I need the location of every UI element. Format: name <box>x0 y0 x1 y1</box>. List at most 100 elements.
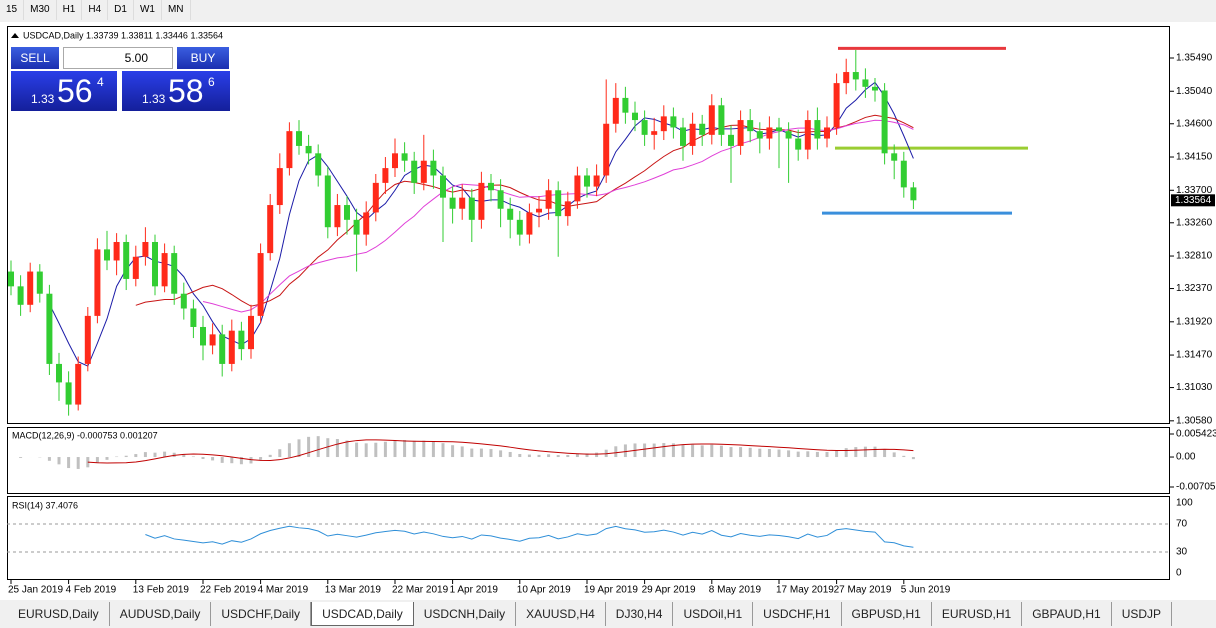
candle-body <box>747 120 754 132</box>
macd-bar <box>335 439 339 458</box>
bid-box[interactable]: 1.33 56 4 <box>11 71 117 111</box>
candle-body <box>862 79 869 87</box>
candle-body <box>257 253 264 316</box>
x-tick-label: 8 May 2019 <box>709 585 762 596</box>
macd-bar <box>691 444 695 458</box>
rsi-tick-label: 30 <box>1176 547 1188 558</box>
rsi-plot <box>7 523 1170 553</box>
candle-body <box>526 212 533 235</box>
collapse-icon[interactable] <box>11 33 19 38</box>
candle-body <box>651 131 658 135</box>
chart-tab[interactable]: USDJP <box>1112 602 1173 626</box>
x-tick-label: 22 Feb 2019 <box>200 585 257 596</box>
macd-bar <box>595 452 599 458</box>
macd-bar <box>259 457 263 460</box>
candle-body <box>689 123 696 146</box>
chart-tab[interactable]: USDCAD,Daily <box>311 602 414 626</box>
buy-button[interactable]: BUY <box>177 47 229 69</box>
candle-body <box>267 205 274 254</box>
candle-body <box>900 160 907 188</box>
candle-body <box>248 315 254 350</box>
chart-tab[interactable]: AUDUSD,Daily <box>110 602 212 626</box>
ask-point: 6 <box>208 75 215 89</box>
candle-body <box>440 175 446 198</box>
candle-body <box>612 97 619 124</box>
ask-box[interactable]: 1.33 58 6 <box>122 71 230 111</box>
macd-bar <box>652 443 656 458</box>
x-tick-label: 22 Mar 2019 <box>392 585 449 596</box>
candle-body <box>84 315 91 364</box>
candle-body <box>641 120 648 135</box>
macd-bar <box>518 453 522 458</box>
macd-bar <box>307 436 311 458</box>
chart-tabs: EURUSD,Daily AUDUSD,Daily USDCHF,Daily USDC… <box>8 602 1194 626</box>
macd-bar <box>364 443 368 458</box>
macd-bar <box>614 446 618 458</box>
rsi-tick-label: 100 <box>1176 498 1193 509</box>
y-tick-label: 1.33700 <box>1176 185 1213 196</box>
timeframe-button[interactable]: MN <box>162 0 191 20</box>
candle-body <box>564 201 571 217</box>
candle-body <box>142 241 149 257</box>
chart-tab[interactable]: GBPUSD,H1 <box>842 602 932 626</box>
candle-body <box>430 160 437 176</box>
timeframe-button[interactable]: H1 <box>57 0 83 20</box>
x-tick-label: 29 Apr 2019 <box>642 585 696 596</box>
timeframe-button[interactable]: D1 <box>108 0 134 20</box>
macd-bar <box>422 440 426 458</box>
candle-body <box>449 197 456 209</box>
chart-tab[interactable]: XAUUSD,H4 <box>516 602 606 626</box>
candle-body <box>123 241 130 279</box>
chart-tab[interactable]: USDCHF,Daily <box>211 602 312 626</box>
macd-tick-label: 0.005423 <box>1176 429 1216 440</box>
ask-pips: 58 <box>168 73 204 109</box>
macd-bar <box>739 447 743 458</box>
candle-body <box>56 363 62 383</box>
candle-body <box>420 160 427 183</box>
timeframe-button[interactable]: H4 <box>82 0 109 20</box>
macd-bar <box>585 453 589 458</box>
macd-bar <box>431 441 435 458</box>
moving-average <box>135 114 914 307</box>
candle-body <box>833 83 840 128</box>
chart-tab[interactable]: EURUSD,Daily <box>8 602 110 626</box>
chart-header: USDCAD,Daily 1.33739 1.33811 1.33446 1.3… <box>23 30 223 40</box>
chart-tab[interactable]: GBPAUD,H1 <box>1022 602 1112 626</box>
chart-tab[interactable]: USDCNH,Daily <box>414 602 517 626</box>
macd-bar <box>729 447 733 458</box>
candle-body <box>113 241 120 261</box>
chart-tab[interactable]: EURUSD,H1 <box>932 602 1023 626</box>
candle-body <box>46 293 53 364</box>
chart-tab[interactable]: DJ30,H4 <box>606 602 674 626</box>
candle-body <box>17 286 24 305</box>
rsi-label: RSI(14) 37.4076 <box>12 500 78 510</box>
macd-bar <box>153 452 157 458</box>
timeframe-button[interactable]: W1 <box>134 0 162 20</box>
candle-body <box>536 208 542 213</box>
main-plot <box>8 46 1028 416</box>
candle-body <box>881 90 888 154</box>
macd-bar <box>287 443 291 458</box>
timeframe-button[interactable]: 15 <box>0 0 25 20</box>
x-tick-label: 25 Jan 2019 <box>8 585 63 596</box>
chart-tab[interactable]: USDOil,H1 <box>673 602 754 626</box>
candle-body <box>670 116 677 128</box>
macd-bar <box>316 436 320 458</box>
x-tick-label: 4 Mar 2019 <box>258 585 309 596</box>
sell-button[interactable]: SELL <box>11 47 59 69</box>
timeframe-button[interactable]: M30 <box>24 0 57 20</box>
candle-body <box>804 120 811 150</box>
y-tick-label: 1.34150 <box>1176 152 1213 163</box>
y-tick-label: 1.32370 <box>1176 283 1213 294</box>
y-tick-label: 1.30580 <box>1176 415 1213 426</box>
chart-tab[interactable]: USDCHF,H1 <box>753 602 842 626</box>
x-tick-label: 19 Apr 2019 <box>584 585 638 596</box>
candle-body <box>104 249 110 261</box>
candle-body <box>497 190 504 209</box>
macd-bar <box>374 442 378 458</box>
macd-tick-label: 0.00 <box>1176 452 1196 463</box>
macd-bar <box>537 454 541 458</box>
lot-input[interactable]: 5.00 <box>63 47 173 69</box>
macd-panel <box>7 427 1170 494</box>
candle-body <box>344 205 350 220</box>
